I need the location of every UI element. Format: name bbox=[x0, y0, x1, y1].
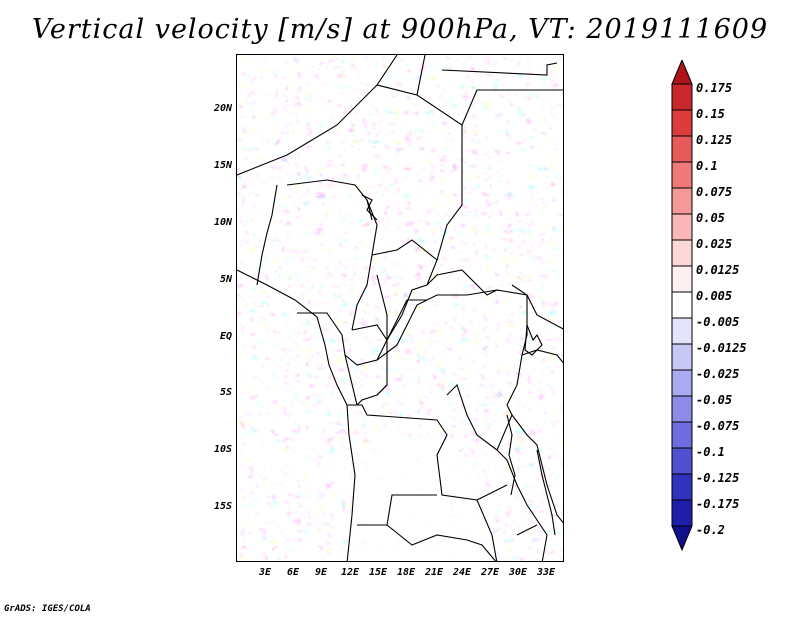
lon-label-33e: 33E bbox=[536, 567, 556, 578]
colorbar-label: 0.005 bbox=[696, 289, 733, 303]
lon-label-24e: 24E bbox=[452, 567, 472, 578]
colorbar-label: 0.025 bbox=[696, 237, 733, 251]
weak-zone-south bbox=[347, 435, 497, 561]
lat-label-10s: 10S bbox=[213, 444, 232, 455]
velocity-field-map bbox=[237, 55, 563, 561]
colorbar-swatch bbox=[671, 161, 693, 189]
lat-label-5s: 5S bbox=[219, 387, 232, 398]
colorbar-label: 0.1 bbox=[696, 159, 718, 173]
colorbar-swatch bbox=[671, 213, 693, 241]
colorbar-label: 0.15 bbox=[696, 107, 725, 121]
colorbar-label: -0.125 bbox=[696, 471, 740, 485]
map-panel bbox=[236, 54, 564, 562]
country-borders bbox=[237, 55, 563, 561]
colorbar-swatch bbox=[671, 343, 693, 371]
colorbar-label: 0.075 bbox=[696, 185, 733, 199]
lon-label-21e: 21E bbox=[424, 567, 444, 578]
colorbar-swatch bbox=[671, 109, 693, 137]
colorbar-swatch bbox=[671, 187, 693, 215]
colorbar-max-arrow bbox=[671, 60, 693, 85]
chart-title: Vertical velocity [m/s] at 900hPa, VT: 2… bbox=[31, 14, 769, 45]
colorbar-label: -0.075 bbox=[696, 419, 740, 433]
colorbar-swatch bbox=[671, 369, 693, 397]
lon-label-3e: 3E bbox=[258, 567, 272, 578]
lat-label-10n: 10N bbox=[213, 217, 232, 228]
lon-label-12e: 12E bbox=[340, 567, 360, 578]
colorbar-label: -0.025 bbox=[696, 367, 740, 381]
colorbar-label: 0.0125 bbox=[696, 263, 740, 277]
colorbar-label: 0.125 bbox=[696, 133, 733, 147]
colorbar-swatch bbox=[671, 83, 693, 111]
lat-label-15n: 15N bbox=[213, 160, 232, 171]
colorbar-label: -0.005 bbox=[696, 315, 740, 329]
lon-label-15e: 15E bbox=[368, 567, 388, 578]
colorbar-label: 0.175 bbox=[696, 81, 733, 95]
colorbar-swatch bbox=[671, 421, 693, 449]
colorbar-swatch bbox=[671, 499, 693, 527]
lat-label-15s: 15S bbox=[213, 501, 232, 512]
lat-label-5n: 5N bbox=[219, 274, 232, 285]
grads-credit: GrADS: IGES/COLA bbox=[4, 604, 91, 614]
colorbar-swatch bbox=[671, 239, 693, 267]
colorbar-label: -0.1 bbox=[696, 445, 725, 459]
lat-label-eq: EQ bbox=[219, 331, 232, 342]
colorbar-label: -0.2 bbox=[696, 523, 725, 537]
colorbar-min-arrow bbox=[671, 525, 693, 552]
lon-label-27e: 27E bbox=[480, 567, 500, 578]
colorbar-label: -0.05 bbox=[696, 393, 733, 407]
colorbar-swatch bbox=[671, 317, 693, 345]
lat-label-20n: 20N bbox=[213, 103, 232, 114]
lon-label-30e: 30E bbox=[508, 567, 528, 578]
colorbar-swatch bbox=[671, 447, 693, 475]
colorbar-swatch bbox=[671, 265, 693, 293]
colorbar-swatch bbox=[671, 135, 693, 163]
colorbar-swatch bbox=[671, 395, 693, 423]
lon-label-18e: 18E bbox=[396, 567, 416, 578]
colorbar-label: -0.0125 bbox=[696, 341, 747, 355]
colorbar-label: -0.175 bbox=[696, 497, 740, 511]
colorbar-swatch bbox=[671, 473, 693, 501]
colorbar-label: 0.05 bbox=[696, 211, 725, 225]
colorbar bbox=[671, 60, 693, 552]
lon-label-6e: 6E bbox=[286, 567, 300, 578]
lon-label-9e: 9E bbox=[314, 567, 328, 578]
colorbar-swatch bbox=[671, 291, 693, 319]
